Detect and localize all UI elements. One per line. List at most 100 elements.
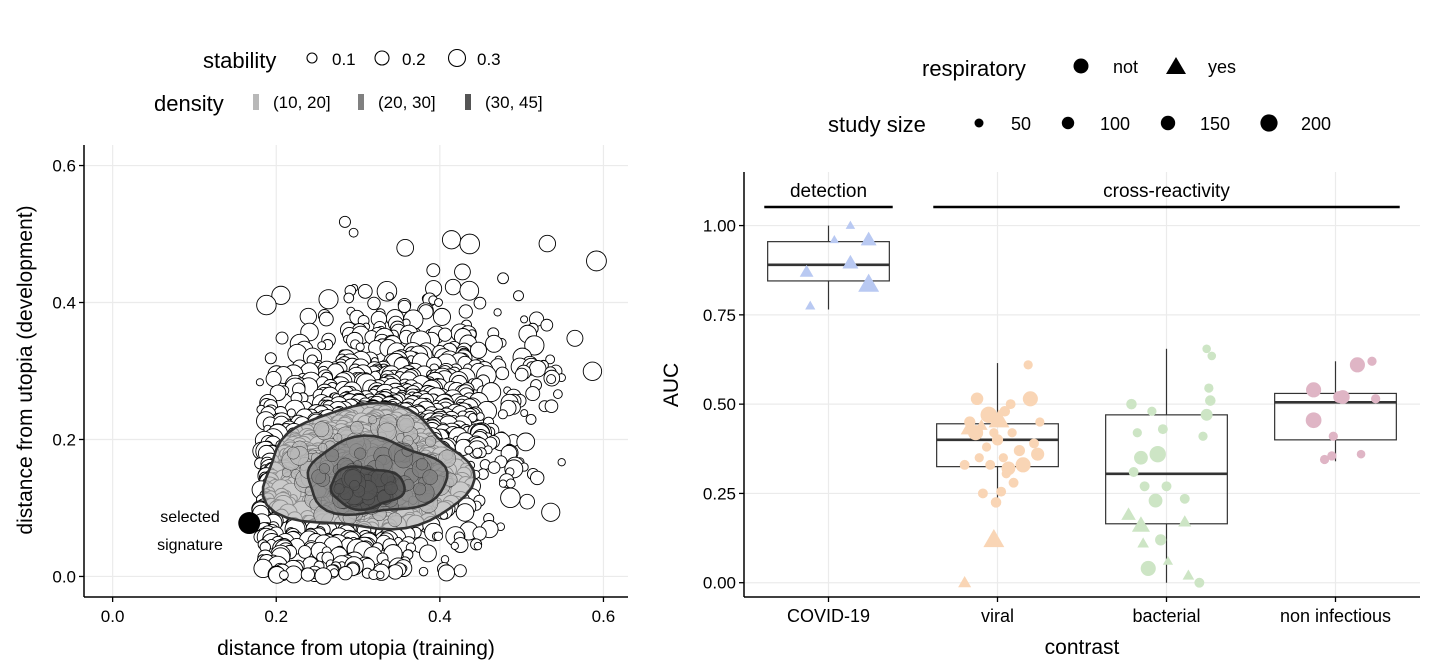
data-point-circle <box>1147 406 1157 416</box>
selected-signature-point <box>238 512 261 535</box>
cloud-point <box>418 566 429 577</box>
cloud-point <box>524 335 545 356</box>
cloud-point <box>299 307 317 326</box>
data-point-circle <box>1207 351 1217 361</box>
data-point-circle <box>1005 399 1016 410</box>
data-point-circle <box>1371 394 1381 404</box>
cloud-point <box>546 374 557 385</box>
left-x-tick-label: 0.4 <box>428 607 452 626</box>
study-size-legend-title: study size <box>828 112 926 137</box>
cloud-point <box>318 289 339 310</box>
right-legend: respiratory study size not yes 50 100 150 200 <box>828 56 1331 137</box>
cloud-point <box>514 367 529 382</box>
density-point <box>318 443 328 453</box>
density-legend-label: (30, 45] <box>485 93 543 112</box>
data-point-circle <box>1022 391 1038 407</box>
group-bracket-label: cross-reactivity <box>1103 181 1230 202</box>
left-x-tick-label: 0.2 <box>264 607 288 626</box>
data-point-triangle <box>958 575 972 588</box>
study-size-legend-key <box>1061 116 1075 130</box>
right-y-tick-label: 0.50 <box>703 395 736 414</box>
study-size-legend-key <box>974 118 984 128</box>
cloud-point <box>432 307 451 326</box>
study-size-legend-label: 50 <box>1011 114 1031 134</box>
density-point <box>333 483 345 495</box>
left-y-tick-label: 0.6 <box>52 157 76 176</box>
right-x-axis-title: contrast <box>1045 636 1120 659</box>
data-point-triangle <box>845 220 856 229</box>
cloud-point <box>538 234 557 253</box>
cloud-point <box>314 567 332 585</box>
cloud-point <box>529 360 547 378</box>
cloud-point <box>472 526 487 541</box>
study-size-legend-label: 100 <box>1100 114 1130 134</box>
study-size-legend-key <box>1160 115 1176 131</box>
data-point-circle <box>991 434 1004 446</box>
box-iqr <box>767 241 890 282</box>
stability-legend-key <box>447 48 467 68</box>
selected-signature-label-line2: signature <box>157 537 223 554</box>
density-contour-1 <box>261 401 477 531</box>
right-x-tick-label: bacterial <box>1132 606 1200 626</box>
data-point-circle <box>1356 449 1366 459</box>
data-point-circle <box>1140 560 1156 576</box>
cloud-point <box>516 432 536 452</box>
right-x-tick-label: COVID-19 <box>787 606 870 626</box>
left-panel: 0.0 0.2 0.4 0.6 0.0 0.2 0.4 0.6 selected signat… <box>14 48 628 660</box>
density-legend-label: (10, 20] <box>273 93 331 112</box>
selected-signature-label-line1: selected <box>160 509 220 526</box>
data-point-circle <box>1035 417 1045 427</box>
cloud-point <box>553 389 563 399</box>
right-x-tick-label: non infectious <box>1280 606 1391 626</box>
cloud-point <box>472 447 483 458</box>
stability-legend-key <box>374 50 390 66</box>
cloud-point <box>444 278 462 296</box>
data-point-circle <box>1194 577 1205 588</box>
data-point-circle <box>1139 481 1150 492</box>
cloud-point <box>582 361 603 381</box>
left-legend: stability density 0.1 0.2 0.3 (10, 20] (20, … <box>154 48 543 116</box>
data-point-circle <box>1155 534 1167 546</box>
cloud-point <box>500 487 521 509</box>
data-point-circle <box>1128 467 1139 477</box>
left-y-tick-label: 0.0 <box>52 567 76 586</box>
data-point-triangle <box>858 273 880 292</box>
cloud-point <box>525 414 537 425</box>
cloud-point <box>495 366 510 381</box>
data-point-circle <box>974 453 984 463</box>
cloud-point <box>397 299 411 313</box>
data-point-triangle <box>1121 507 1136 520</box>
cloud-point <box>441 230 462 250</box>
respiratory-legend-label: yes <box>1208 57 1236 77</box>
density-point <box>333 433 343 443</box>
cloud-point <box>385 292 394 301</box>
data-point-circle <box>980 406 997 424</box>
box-iqr <box>1105 414 1228 525</box>
cloud-point <box>264 352 277 365</box>
data-point-circle <box>1306 382 1322 398</box>
cloud-point <box>437 564 455 582</box>
cloud-point <box>440 555 450 564</box>
cloud-point <box>545 354 556 365</box>
density-point <box>368 415 378 425</box>
data-point-triangle <box>1162 556 1174 565</box>
cloud-point <box>525 386 541 402</box>
cloud-point <box>355 342 365 352</box>
cloud-point <box>459 233 480 255</box>
cloud-point <box>459 280 480 301</box>
density-contour-2 <box>306 434 449 517</box>
data-point-triangle <box>829 234 840 244</box>
stability-legend-label: 0.1 <box>332 50 356 69</box>
cloud-point <box>433 531 444 542</box>
data-point-circle <box>1319 454 1330 465</box>
study-size-legend-label: 150 <box>1200 114 1230 134</box>
cloud-point <box>455 503 475 522</box>
data-point-circle <box>1157 424 1168 435</box>
density-legend-label: (20, 30] <box>378 93 436 112</box>
right-y-tick-label: 0.00 <box>703 574 736 593</box>
data-point-circle <box>1161 481 1172 492</box>
right-y-axis-title: AUC <box>660 363 683 407</box>
data-point-circle <box>1134 450 1148 465</box>
cloud-point <box>271 285 291 305</box>
